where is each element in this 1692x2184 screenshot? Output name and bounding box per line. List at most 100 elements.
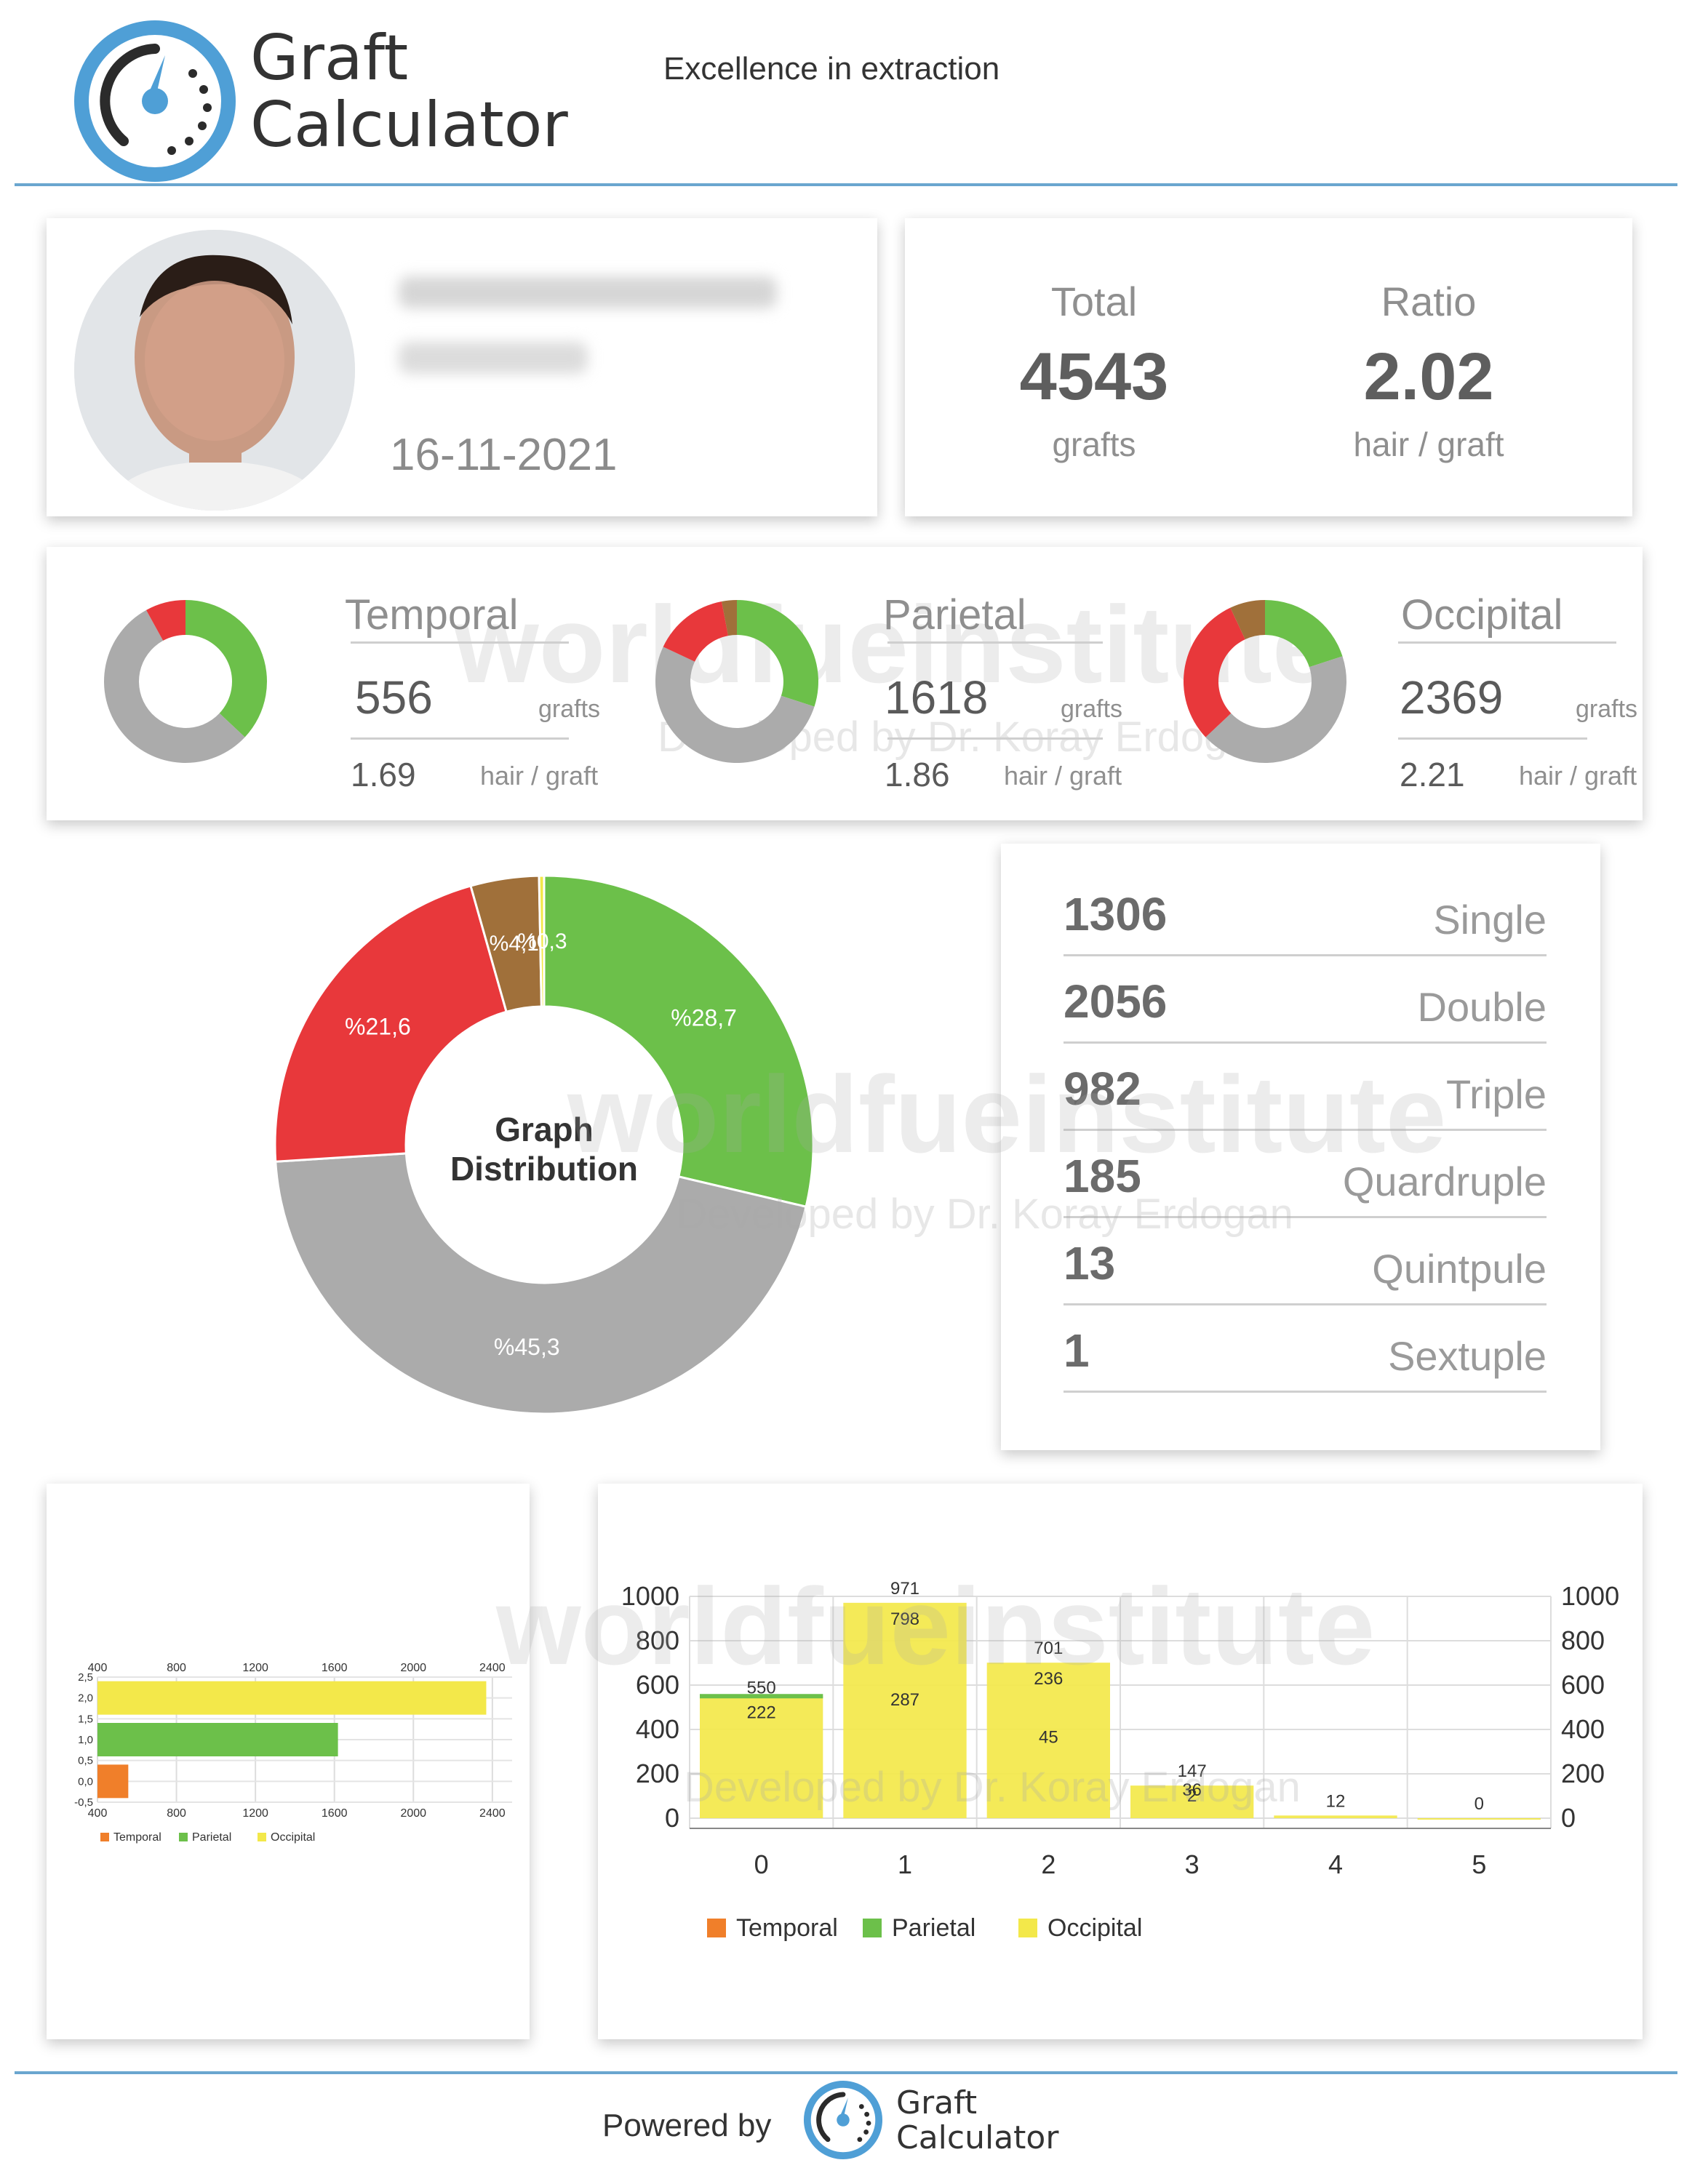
footer-divider xyxy=(15,2071,1677,2074)
graft-type-label: Quardruple xyxy=(1342,1159,1547,1204)
legend-swatch xyxy=(179,1833,188,1841)
distribution-slice xyxy=(538,874,546,1008)
distribution-slice-label: %4,1 xyxy=(490,932,539,956)
bar-data-label: 798 xyxy=(890,1609,919,1629)
graft-type-underline xyxy=(1064,954,1547,956)
parietal-title-underline xyxy=(887,641,1103,644)
region-bar xyxy=(97,1681,487,1715)
graft-type-row: 185 Quardruple xyxy=(1064,1149,1547,1222)
brand-name-line2: Calculator xyxy=(250,89,568,161)
parietal-bar xyxy=(700,1694,823,1699)
distribution-donut-chart: %28,7 %45,3 %21,6 %4,1%0,3 xyxy=(274,874,815,1415)
y-tick-label-right: 600 xyxy=(1561,1670,1605,1700)
brand-name-line1: Graft xyxy=(250,22,409,95)
legend-label: Parietal xyxy=(192,1831,231,1844)
region-donut-slice xyxy=(1184,607,1245,737)
region-donut-slice xyxy=(104,609,245,763)
temporal-grafts-underline xyxy=(351,737,569,740)
graft-type-row: 13 Quintpule xyxy=(1064,1236,1547,1309)
occipital-bar xyxy=(843,1602,967,1818)
portrait-image xyxy=(74,230,355,511)
y-tick-label: -0,5 xyxy=(74,1796,93,1809)
distribution-center-line1: Graph xyxy=(495,1111,594,1148)
x-tick-label: 400 xyxy=(88,1807,108,1820)
y-tick-label: 400 xyxy=(636,1714,679,1744)
y-tick-label-right: 0 xyxy=(1561,1803,1576,1833)
y-tick-label-right: 1000 xyxy=(1561,1581,1619,1611)
graft-type-row: 1306 Single xyxy=(1064,887,1547,960)
x-tick-label: 2000 xyxy=(400,1662,426,1674)
occipital-bar xyxy=(986,1663,1110,1818)
x-tick-label: 0 xyxy=(754,1849,769,1879)
footer-gauge-logo-icon xyxy=(803,2080,883,2160)
bar-data-label: 701 xyxy=(1034,1639,1063,1658)
graft-type-underline xyxy=(1064,1216,1547,1218)
bar-data-label: 36 xyxy=(1182,1780,1202,1800)
graft-type-underline xyxy=(1064,1303,1547,1305)
totals-card: Total 4543 grafts Ratio 2.02 hair / graf… xyxy=(905,218,1632,516)
parietal-ratio-unit: hair / graft xyxy=(1004,761,1122,791)
y-tick-label: 200 xyxy=(636,1759,679,1788)
histogram-card: 1000 1000 800 800 600 600 400 400 200 200 0 0 0 1 2 3 4 5… xyxy=(496,1484,1643,2039)
x-tick-label: 800 xyxy=(167,1807,186,1820)
regions-card: worldfueinstitute Developed by Dr. Koray… xyxy=(47,547,1643,820)
y-tick-label: 1,0 xyxy=(78,1734,93,1746)
x-tick-label: 3 xyxy=(1185,1849,1200,1879)
y-tick-label-right: 400 xyxy=(1561,1714,1605,1744)
temporal-grafts-unit: grafts xyxy=(538,695,601,723)
legend-swatch xyxy=(707,1919,726,1937)
y-tick-label: 2,5 xyxy=(78,1671,93,1684)
graft-type-row: 2056 Double xyxy=(1064,975,1547,1047)
x-tick-label: 1600 xyxy=(322,1662,348,1674)
bar-data-label: 550 xyxy=(747,1678,776,1697)
graft-type-count: 982 xyxy=(1064,1063,1141,1115)
graft-type-label: Single xyxy=(1433,897,1547,943)
graft-type-count: 185 xyxy=(1064,1150,1141,1202)
region-bar xyxy=(97,1764,129,1799)
region-donut-slice xyxy=(146,600,185,641)
occipital-grafts: 2369 xyxy=(1400,671,1504,724)
bar-data-label: 45 xyxy=(1039,1727,1058,1747)
distribution-slice-label: %0,3 xyxy=(517,929,567,953)
occipital-title: Occipital xyxy=(1401,591,1563,639)
graft-type-row: 1 Sextuple xyxy=(1064,1324,1547,1396)
x-tick-label: 800 xyxy=(167,1662,186,1674)
x-tick-label: 2400 xyxy=(479,1662,506,1674)
distribution-slice-label: %28,7 xyxy=(671,1004,737,1031)
region-donut-slice xyxy=(1230,600,1265,640)
patient-name-redacted xyxy=(399,276,777,308)
gauge-logo-icon xyxy=(74,20,236,182)
graft-type-count: 13 xyxy=(1064,1237,1116,1289)
occipital-grafts-unit: grafts xyxy=(1576,695,1638,723)
operation-date: 16-11-2021 xyxy=(390,430,618,480)
graft-type-label: Sextuple xyxy=(1388,1333,1547,1379)
bar-data-label: 222 xyxy=(747,1703,776,1722)
parietal-title: Parietal xyxy=(883,591,1026,639)
legend-label: Occipital xyxy=(271,1831,315,1844)
region-donut-slice xyxy=(655,647,815,763)
y-tick-label: 1,5 xyxy=(78,1713,93,1725)
graft-type-underline xyxy=(1064,1041,1547,1044)
legend-swatch xyxy=(258,1833,266,1841)
legend-swatch xyxy=(863,1919,882,1937)
region-donut-slice xyxy=(722,600,737,636)
parietal-grafts: 1618 xyxy=(885,671,989,724)
temporal-title-underline xyxy=(351,641,569,644)
graft-type-count: 2056 xyxy=(1064,975,1168,1028)
x-tick-label: 5 xyxy=(1472,1849,1486,1879)
graft-type-label: Quintpule xyxy=(1372,1246,1547,1292)
occipital-bar xyxy=(700,1696,823,1818)
distribution-slice xyxy=(274,884,508,1163)
occipital-bar xyxy=(1417,1818,1541,1820)
occipital-bar xyxy=(1274,1815,1397,1818)
graft-type-label: Double xyxy=(1417,984,1547,1030)
y-tick-label: 2,0 xyxy=(78,1692,93,1705)
temporal-grafts: 556 xyxy=(355,671,433,724)
bar-data-label: 12 xyxy=(1326,1791,1346,1811)
occipital-bar xyxy=(1130,1785,1254,1818)
temporal-ratio: 1.69 xyxy=(351,756,416,793)
bar-data-label: 287 xyxy=(890,1690,919,1710)
bar-data-label: 971 xyxy=(890,1579,919,1599)
legend-label: Temporal xyxy=(113,1831,161,1844)
